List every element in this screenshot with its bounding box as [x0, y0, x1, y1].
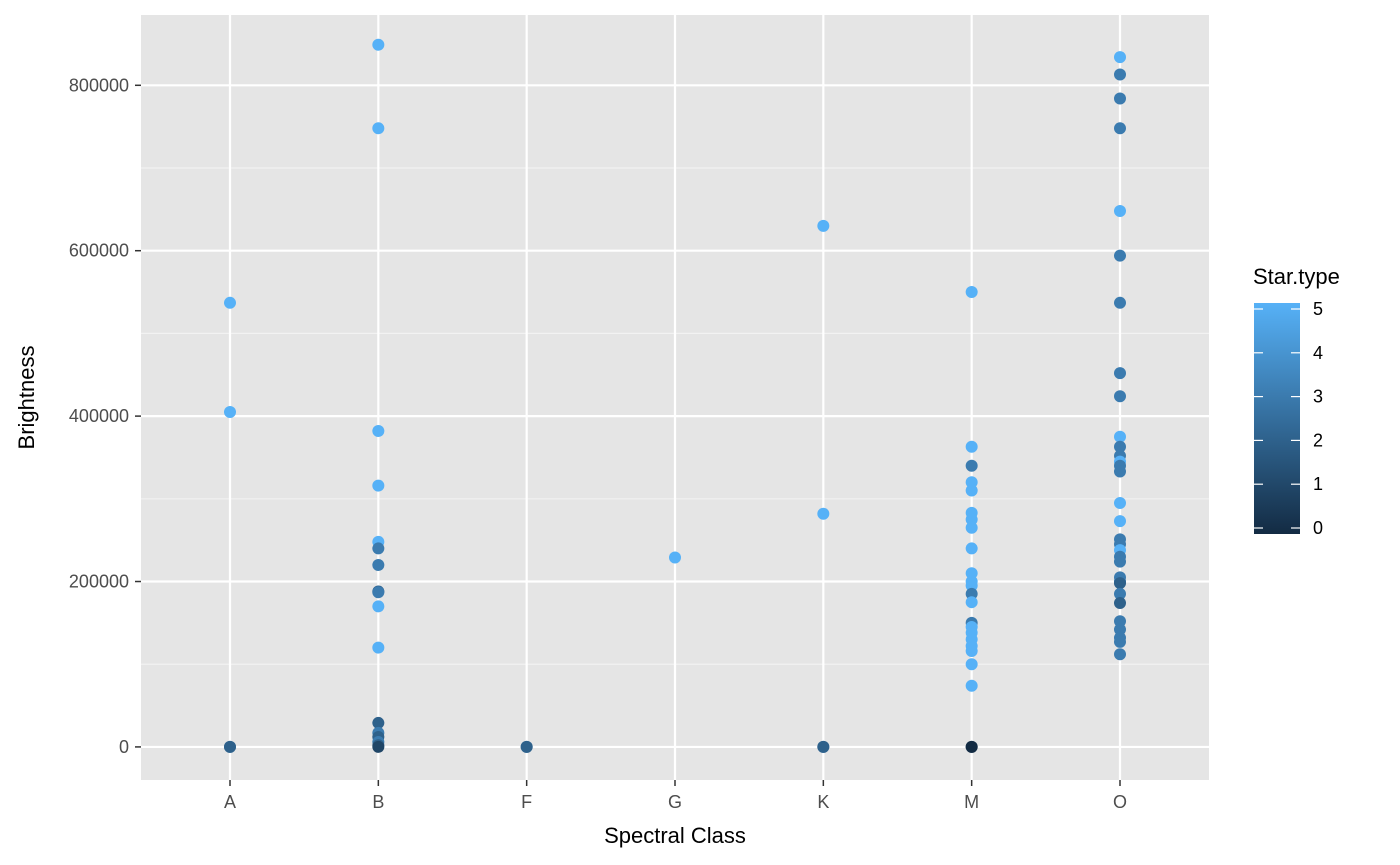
data-point: [372, 542, 385, 555]
data-point: [1114, 597, 1126, 610]
data-point: [817, 507, 830, 520]
legend-tick-label: 4: [1313, 343, 1323, 363]
data-point: [965, 579, 978, 592]
data-point: [965, 658, 978, 671]
data-point: [372, 740, 385, 753]
data-point: [1114, 555, 1126, 568]
data-point: [965, 484, 978, 497]
data-point: [372, 558, 385, 571]
data-point: [1114, 122, 1126, 135]
legend-tick-label: 0: [1313, 518, 1323, 538]
legend: Star.type 0 1 2 3 4 5: [1253, 264, 1340, 538]
data-point: [372, 38, 385, 51]
y-tick-label: 0: [119, 737, 129, 757]
data-point: [669, 551, 681, 564]
x-tick-label: F: [521, 792, 532, 812]
data-point: [1114, 440, 1126, 453]
data-point: [1114, 577, 1126, 590]
data-point: [1114, 68, 1126, 81]
data-point: [817, 740, 830, 753]
data-point: [965, 476, 978, 489]
x-tick-label: A: [224, 792, 236, 812]
data-point: [1114, 92, 1126, 105]
x-tick-label: O: [1113, 792, 1127, 812]
data-point: [965, 521, 978, 534]
data-point: [1114, 51, 1126, 64]
data-point: [1114, 249, 1126, 262]
data-point: [965, 740, 978, 753]
data-point: [1114, 430, 1126, 443]
data-point: [224, 296, 236, 309]
y-axis-ticks: 0 200000 400000 600000 800000: [69, 75, 141, 757]
data-point: [1114, 496, 1126, 509]
data-point: [1114, 205, 1126, 218]
data-point: [372, 716, 385, 729]
data-point: [965, 513, 978, 526]
data-point: [1114, 615, 1126, 628]
data-point: [965, 440, 978, 453]
data-point: [965, 679, 978, 692]
data-point: [1114, 515, 1126, 528]
x-tick-label: B: [372, 792, 384, 812]
legend-colorbar-ticks: 0 1 2 3 4 5: [1254, 299, 1323, 538]
data-point: [224, 405, 236, 418]
y-tick-label: 200000: [69, 572, 129, 592]
x-tick-label: G: [668, 792, 682, 812]
data-point: [372, 641, 385, 654]
data-point: [965, 587, 978, 600]
data-point: [1114, 635, 1126, 648]
legend-tick-label: 2: [1313, 430, 1323, 450]
data-point: [1114, 390, 1126, 403]
data-point: [965, 459, 978, 472]
legend-tick-label: 1: [1313, 474, 1323, 494]
legend-title: Star.type: [1253, 264, 1340, 289]
data-point: [372, 586, 385, 599]
data-point: [817, 219, 830, 232]
data-point: [965, 542, 978, 555]
data-points: [224, 38, 1126, 753]
y-tick-label: 600000: [69, 241, 129, 261]
data-point: [1114, 587, 1126, 600]
data-point: [965, 596, 978, 609]
data-point: [1114, 623, 1126, 636]
legend-tick-label: 5: [1313, 299, 1323, 319]
data-point: [965, 567, 978, 580]
data-point: [1114, 367, 1126, 380]
data-point: [520, 740, 533, 753]
x-tick-label: K: [817, 792, 829, 812]
data-point: [224, 740, 236, 753]
y-axis-title: Brightness: [14, 346, 39, 450]
legend-tick-label: 3: [1313, 387, 1323, 407]
legend-colorbar: [1254, 303, 1300, 534]
data-point: [965, 286, 978, 299]
data-point: [1114, 296, 1126, 309]
y-tick-label: 800000: [69, 75, 129, 95]
data-point: [372, 122, 385, 135]
data-point: [372, 600, 385, 613]
data-point: [965, 644, 978, 657]
data-point: [372, 424, 385, 437]
y-tick-label: 400000: [69, 406, 129, 426]
data-point: [1114, 648, 1126, 661]
x-tick-label: M: [964, 792, 979, 812]
data-point: [372, 479, 385, 492]
x-axis-title: Spectral Class: [604, 823, 746, 848]
data-point: [1114, 465, 1126, 478]
